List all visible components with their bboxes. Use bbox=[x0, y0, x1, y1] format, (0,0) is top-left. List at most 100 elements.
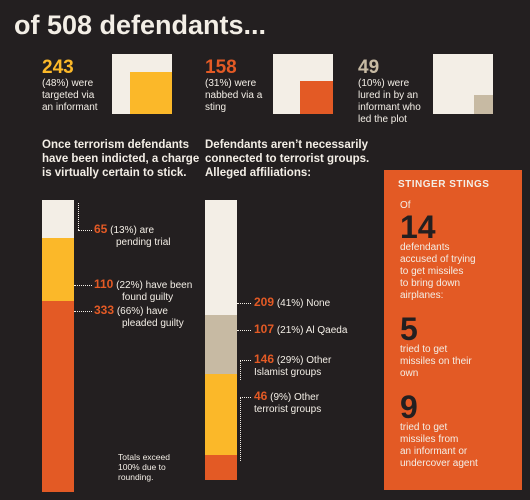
square-sting-fill bbox=[299, 80, 333, 114]
status-bar bbox=[42, 200, 74, 492]
left-heading-line-3: is virtually certain to stick. bbox=[42, 167, 187, 179]
status-guilty-line-1: (22%) have been bbox=[116, 280, 193, 292]
status-pleaded-count: 333 bbox=[94, 303, 115, 318]
stinger-text-1: defendants accused of trying to get miss… bbox=[398, 242, 522, 302]
status-guilty-line-2: found guilty bbox=[122, 292, 174, 304]
page-title: of 508 defendants... bbox=[14, 10, 267, 40]
status-pleaded-line-2: pleaded guilty bbox=[122, 318, 184, 330]
affiliation-bar bbox=[205, 200, 237, 480]
stinger-number-14: 14 bbox=[400, 209, 436, 245]
affiliation-leader-alqaeda bbox=[237, 329, 251, 331]
affiliation-leader-other bbox=[240, 396, 251, 398]
stat-lured: 49 (10%) were lured in by an informant w… bbox=[358, 58, 421, 126]
affiliation-leader-vertical-other bbox=[240, 396, 241, 461]
affiliation-leader-none bbox=[237, 302, 251, 304]
status-pleaded-line-1: (66%) have bbox=[116, 306, 168, 318]
status-pending-line-1: (13%) are bbox=[110, 225, 155, 237]
mid-heading-line-2: connected to terrorist groups. bbox=[205, 153, 370, 165]
affiliation-leader-vertical-islamist bbox=[240, 359, 241, 380]
stinger-text-3-line-2: missiles from bbox=[400, 434, 459, 445]
stinger-text-1-line-2: accused of trying bbox=[400, 254, 476, 265]
stinger-text-2-line-2: missiles on their bbox=[400, 356, 472, 367]
stinger-number-9: 9 bbox=[400, 389, 418, 425]
stinger-number-5: 5 bbox=[400, 311, 418, 347]
stinger-text-3-line-4: undercover agent bbox=[400, 458, 478, 469]
mid-heading-line-1: Defendants aren’t necessarily bbox=[205, 139, 368, 151]
stat-informant-number: 243 bbox=[42, 57, 74, 78]
stinger-title: STINGER STINGS bbox=[398, 179, 490, 190]
affiliation-other-count: 46 bbox=[254, 388, 268, 403]
stat-informant-line-1: (48%) were bbox=[42, 78, 94, 89]
left-heading-line-2: have been indicted, a charge bbox=[42, 153, 200, 165]
affiliation-islamist-line-1: (29%) Other bbox=[276, 354, 332, 366]
stinger-text-2-line-3: own bbox=[400, 368, 419, 379]
stat-informant-line-2: targeted via bbox=[42, 90, 95, 101]
rounding-note-line-1: Totals exceed bbox=[118, 452, 170, 462]
affiliation-none-text: (41%) None bbox=[276, 297, 331, 309]
affiliation-islamist-line-2: Islamist groups bbox=[254, 366, 322, 378]
square-informant-fill bbox=[130, 72, 172, 114]
status-label-guilty: 110 (22%) have been found guilty bbox=[94, 278, 192, 304]
bar-segment-other-terrorist-groups bbox=[205, 454, 237, 480]
stinger-box: STINGER STINGS Of 14 defendants accused … bbox=[384, 170, 522, 490]
stinger-text-3-line-3: an informant or bbox=[400, 446, 468, 457]
left-heading-line-1: Once terrorism defendants bbox=[42, 139, 189, 151]
rounding-note: Totals exceed 100% due to rounding. bbox=[118, 452, 170, 482]
bar-segment-pending-trial bbox=[42, 200, 74, 238]
affiliation-label-other: 46 (9%) Other terrorist groups bbox=[254, 390, 321, 416]
affiliation-islamist-count: 146 bbox=[254, 351, 275, 366]
status-pending-line-2: pending trial bbox=[116, 237, 171, 249]
square-sting bbox=[273, 54, 333, 114]
status-leader-guilty bbox=[74, 285, 92, 287]
rounding-note-line-3: rounding. bbox=[118, 472, 154, 482]
affiliation-label-islamist: 146 (29%) Other Islamist groups bbox=[254, 353, 331, 379]
stat-lured-line-1: (10%) were bbox=[358, 78, 410, 89]
status-label-pending: 65 (13%) are pending trial bbox=[94, 223, 170, 249]
stat-sting-line-2: nabbed via a bbox=[205, 90, 263, 101]
stinger-text-1-line-5: airplanes: bbox=[400, 290, 444, 301]
affiliation-alqaeda-count: 107 bbox=[254, 321, 275, 336]
affiliation-alqaeda-text: (21%) Al Qaeda bbox=[276, 324, 348, 336]
stinger-text-1-line-3: to get missiles bbox=[400, 266, 464, 277]
mid-heading: Defendants aren’t necessarily connected … bbox=[205, 138, 369, 180]
mid-heading-line-3: Alleged affiliations: bbox=[205, 167, 312, 179]
stinger-of: Of bbox=[400, 200, 411, 211]
stat-sting: 158 (31%) were nabbed via a sting bbox=[205, 58, 262, 114]
affiliation-none-count: 209 bbox=[254, 294, 275, 309]
stinger-text-3-line-1: tried to get bbox=[400, 422, 448, 433]
affiliation-leader-islamist bbox=[240, 359, 251, 361]
status-leader-vertical-pending bbox=[78, 203, 79, 231]
bar-segment-pleaded-guilty bbox=[42, 301, 74, 492]
stat-lured-number: 49 bbox=[358, 57, 380, 78]
stat-sting-number: 158 bbox=[205, 57, 237, 78]
square-lured bbox=[433, 54, 493, 114]
stat-lured-line-4: led the plot bbox=[358, 114, 407, 125]
stat-sting-line-1: (31%) were bbox=[205, 78, 257, 89]
status-leader-pending bbox=[78, 230, 92, 232]
square-lured-fill bbox=[474, 95, 493, 114]
stat-sting-line-3: sting bbox=[205, 102, 227, 113]
rounding-note-line-2: 100% due to bbox=[118, 462, 166, 472]
bar-segment-none bbox=[205, 200, 237, 315]
bar-segment-found-guilty bbox=[42, 237, 74, 302]
stinger-text-2: tried to get missiles on their own bbox=[398, 344, 522, 380]
bar-segment-other-islamist-groups bbox=[205, 373, 237, 455]
status-guilty-count: 110 bbox=[94, 277, 114, 292]
stinger-text-1-line-1: defendants bbox=[400, 242, 450, 253]
status-pending-count: 65 bbox=[94, 222, 108, 237]
status-leader-pleaded bbox=[74, 311, 92, 313]
stinger-text-1-line-4: to bring down bbox=[400, 278, 461, 289]
stinger-text-3: tried to get missiles from an informant … bbox=[398, 422, 522, 470]
stat-lured-line-2: lured in by an bbox=[358, 90, 419, 101]
left-heading: Once terrorism defendants have been indi… bbox=[42, 138, 199, 180]
affiliation-other-line-1: (9%) Other bbox=[270, 391, 320, 403]
affiliation-label-alqaeda: 107 (21%) Al Qaeda bbox=[254, 323, 347, 337]
bar-segment-al-qaeda bbox=[205, 314, 237, 374]
stat-lured-line-3: informant who bbox=[358, 102, 421, 113]
stat-informant: 243 (48%) were targeted via an informant bbox=[42, 58, 98, 114]
square-informant bbox=[112, 54, 172, 114]
stinger-text-2-line-1: tried to get bbox=[400, 344, 448, 355]
status-label-pleaded: 333 (66%) have pleaded guilty bbox=[94, 304, 184, 330]
affiliation-other-line-2: terrorist groups bbox=[254, 403, 322, 415]
affiliation-label-none: 209 (41%) None bbox=[254, 296, 330, 310]
